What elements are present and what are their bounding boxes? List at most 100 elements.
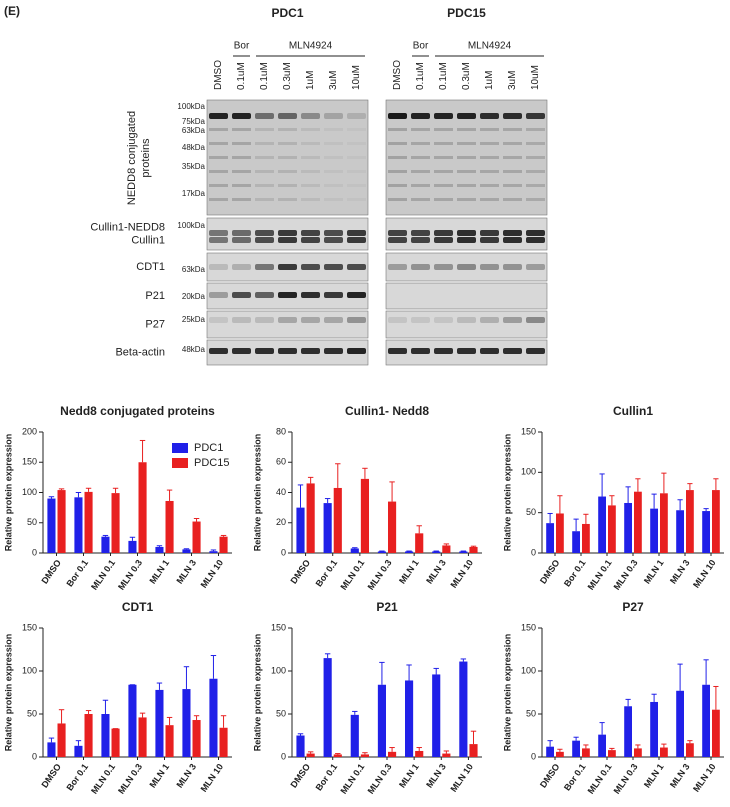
error-bar — [416, 525, 422, 534]
lane-label: 0.3uM — [282, 62, 293, 90]
mw-marker: 20kDa — [182, 292, 206, 301]
bar — [582, 523, 590, 553]
figure-label: (E) — [4, 4, 20, 18]
x-tick-label: MLN 1 — [147, 762, 171, 790]
bar — [306, 483, 315, 553]
x-tick-label: MLN 3 — [174, 558, 198, 586]
blot-band — [255, 237, 274, 243]
error-bar — [470, 730, 477, 745]
bar — [634, 748, 642, 757]
blot-band — [209, 264, 228, 270]
blot-band — [434, 113, 453, 119]
chart-title: P27 — [622, 600, 644, 614]
blot-smear — [388, 170, 407, 173]
error-bar — [573, 518, 579, 532]
lane-label: 0.3uM — [461, 62, 472, 90]
blot-band — [255, 348, 274, 354]
error-bar — [183, 666, 190, 690]
bar — [74, 745, 83, 757]
error-bar — [687, 740, 693, 744]
mw-marker: 35kDa — [182, 162, 206, 171]
blot-smear — [411, 170, 430, 173]
bar — [101, 714, 110, 757]
error-bar — [352, 547, 358, 549]
bar — [323, 503, 332, 553]
error-bar — [297, 733, 304, 736]
y-tick-label: 0 — [281, 547, 286, 557]
blot-band — [434, 348, 453, 354]
x-tick-label: MLN 1 — [147, 558, 171, 586]
blot-band — [301, 292, 320, 298]
x-tick-label: DMSO — [39, 762, 63, 790]
chart-title: Cullin1 — [613, 404, 653, 418]
error-bar — [713, 478, 719, 491]
bar — [138, 717, 147, 757]
blot-band — [526, 237, 545, 243]
x-tick-label: MLN 10 — [199, 558, 226, 590]
chart-title: Cullin1- Nedd8 — [345, 404, 429, 418]
blot-band — [434, 317, 453, 323]
error-bar — [609, 747, 615, 751]
x-tick-label: MLN 0.3 — [116, 762, 144, 796]
blot-smear — [324, 184, 343, 187]
blot-band — [324, 317, 343, 323]
mw-marker: 17kDa — [182, 189, 206, 198]
blot-smear — [347, 142, 366, 145]
y-tick-label: 0 — [32, 547, 37, 557]
blot-smear — [232, 156, 251, 159]
bar — [333, 487, 342, 553]
blot-band — [347, 292, 366, 298]
error-bar — [687, 483, 693, 491]
blot-smear — [457, 142, 476, 145]
blot-smear — [480, 156, 499, 159]
blot-smear — [347, 128, 366, 131]
blot-band — [209, 292, 228, 298]
blot-smear — [457, 184, 476, 187]
blot-band — [324, 264, 343, 270]
error-bar — [460, 658, 467, 662]
blot-band — [526, 230, 545, 236]
lane-label: 10uM — [530, 65, 541, 90]
error-bar — [609, 495, 615, 506]
lane-label: 0.1uM — [438, 62, 449, 90]
blot-smear — [324, 198, 343, 201]
error-bar — [335, 753, 341, 755]
y-tick-label: 50 — [27, 708, 37, 718]
blot-smear — [526, 128, 545, 131]
blot-smear — [301, 128, 320, 131]
bar — [182, 689, 191, 757]
row-label: Cullin1-NEDD8 — [90, 221, 165, 233]
bar — [582, 748, 590, 757]
blot-smear — [411, 128, 430, 131]
blot-smear — [255, 198, 274, 201]
row-label: P21 — [145, 290, 165, 302]
blot-band — [278, 113, 297, 119]
bar — [686, 490, 694, 553]
bar — [598, 734, 606, 757]
lane-label: 3uM — [328, 71, 339, 90]
chart-title: CDT1 — [122, 600, 154, 614]
blot-smear — [347, 156, 366, 159]
error-bar — [362, 752, 368, 755]
blot-smear — [209, 128, 228, 131]
bar — [296, 507, 305, 553]
mw-marker: 63kDa — [182, 265, 206, 274]
blot-band — [411, 113, 430, 119]
bar — [377, 684, 386, 757]
blot-smear — [388, 142, 407, 145]
blot-strip — [385, 252, 548, 282]
error-bar — [156, 682, 163, 690]
blot-band — [232, 113, 251, 119]
blot-smear — [209, 142, 228, 145]
x-tick-label: MLN 1 — [397, 762, 421, 790]
x-tick-label: Bor 0.1 — [562, 762, 588, 793]
error-bar — [703, 508, 709, 512]
error-bar — [58, 488, 65, 491]
error-bar — [416, 747, 422, 751]
bar — [459, 551, 468, 553]
blot-band — [209, 230, 228, 236]
blot-band — [255, 292, 274, 298]
error-bar — [139, 439, 146, 463]
x-tick-label: MLN 0.1 — [338, 558, 366, 592]
error-bar — [470, 545, 477, 547]
